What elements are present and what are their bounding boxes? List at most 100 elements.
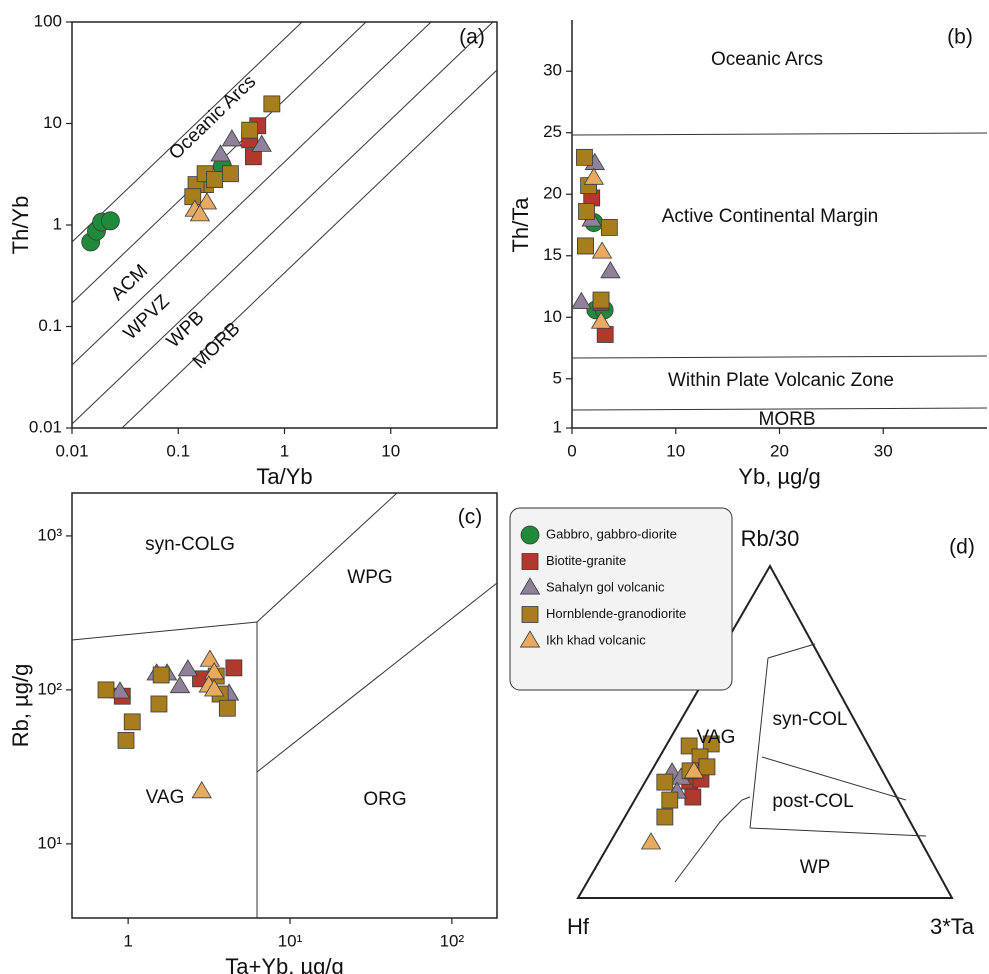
legend-label: Hornblende-granodiorite: [546, 606, 686, 621]
panel-label: (c): [458, 506, 483, 529]
legend-marker: [519, 630, 541, 648]
field-label: post-COL: [772, 791, 853, 812]
boundary: [749, 827, 927, 837]
point: [203, 662, 225, 680]
boundary: [571, 355, 988, 359]
boundary: [256, 582, 498, 773]
boundary: [761, 756, 907, 801]
x-tick-label: 10: [666, 441, 685, 460]
y-tick-label: 15: [543, 245, 562, 264]
y-axis-title: Rb, µg/g: [8, 664, 33, 748]
x-axis-title: Yb, µg/g: [738, 464, 820, 489]
field-label: VAG: [697, 727, 736, 748]
y-tick-label: 10³: [37, 525, 62, 544]
y-tick-label: 20: [543, 184, 562, 203]
point: [263, 95, 281, 113]
legend-label: Biotite-granite: [546, 553, 626, 568]
point: [577, 237, 594, 255]
x-tick-label: 0.01: [55, 441, 88, 460]
x-tick-label: 30: [874, 441, 893, 460]
legend-marker: [520, 525, 540, 545]
y-axis-title: Th/Ta: [508, 197, 533, 253]
y-tick-label: 1: [553, 417, 562, 436]
apex-label: Rb/30: [741, 526, 800, 551]
point: [117, 731, 135, 749]
panel-label: (d): [949, 536, 975, 559]
x-tick-label: 1: [280, 441, 289, 460]
boundary: [71, 621, 258, 641]
field-label: ORG: [363, 789, 406, 810]
point: [600, 261, 621, 279]
point: [578, 203, 595, 220]
x-axis-title: Ta+Yb, µg/g: [225, 954, 343, 974]
field-label: Within Plate Volcanic Zone: [668, 370, 894, 391]
y-tick-label: 10: [543, 307, 562, 326]
x-axis-title: Ta/Yb: [256, 464, 312, 489]
frame-a: [71, 21, 498, 429]
y-tick-label: 25: [543, 122, 562, 141]
boundaries-c: [71, 492, 498, 918]
x-tick-label: 10: [381, 441, 400, 460]
field-label: syn-COL: [773, 709, 848, 730]
field-label: WP: [800, 857, 831, 878]
point: [177, 659, 199, 677]
point: [251, 134, 272, 152]
field-label: MORB: [759, 409, 816, 430]
legend-marker: [521, 606, 539, 623]
point: [241, 121, 259, 139]
point: [596, 326, 614, 343]
point: [656, 773, 674, 791]
y-tick-label: 10²: [37, 679, 62, 698]
frame-c: [71, 492, 498, 919]
point: [583, 167, 604, 185]
point: [640, 832, 662, 850]
x-tick-label: 0: [567, 441, 576, 460]
point: [592, 291, 610, 309]
point: [196, 192, 218, 210]
apex-label: 3*Ta: [930, 914, 975, 939]
point: [169, 675, 191, 694]
boundaries-d: [674, 643, 927, 883]
boundary: [571, 407, 988, 411]
point: [101, 211, 120, 231]
y-tick-label: 30: [543, 61, 562, 80]
boundary: [71, 21, 303, 243]
point: [590, 311, 612, 329]
point: [222, 165, 239, 183]
point: [656, 808, 674, 826]
legend-label: Sahalyn gol volcanic: [546, 579, 665, 594]
apex-label: Hf: [567, 914, 590, 939]
panel-label: (b): [947, 26, 973, 49]
legend-label: Ikh khad volcanic: [546, 632, 646, 647]
x-tick-label: 10¹: [278, 931, 303, 950]
y-tick-label: 0.1: [38, 316, 62, 335]
legend-label: Gabbro, gabbro-diorite: [546, 526, 677, 541]
y-axis-title: Th/Yb: [8, 196, 33, 255]
point: [698, 758, 716, 776]
point: [150, 695, 168, 713]
panel-label: (a): [459, 26, 485, 49]
point: [199, 649, 221, 667]
point: [184, 188, 202, 206]
content: 0.01 0.1 1 100.010.1110100Ta/YbTh/YbOceanic…: [8, 11, 975, 974]
point: [123, 713, 141, 731]
x-tick-label: 0.1: [166, 441, 190, 460]
boundaries-a: [71, 21, 498, 429]
boundary: [256, 492, 398, 623]
boundary: [71, 21, 432, 366]
x-tick-label: 20: [770, 441, 789, 460]
x-tick-label: 1: [123, 931, 132, 950]
point: [571, 291, 592, 309]
legend-marker: [521, 553, 539, 570]
field-label: WPG: [347, 567, 392, 588]
point: [221, 129, 243, 147]
point: [97, 681, 115, 699]
boundary: [571, 132, 988, 136]
point: [684, 788, 702, 806]
point: [591, 241, 613, 259]
point: [702, 735, 720, 753]
y-tick-label: 0.01: [29, 417, 62, 436]
point: [576, 148, 593, 166]
point: [600, 219, 618, 236]
